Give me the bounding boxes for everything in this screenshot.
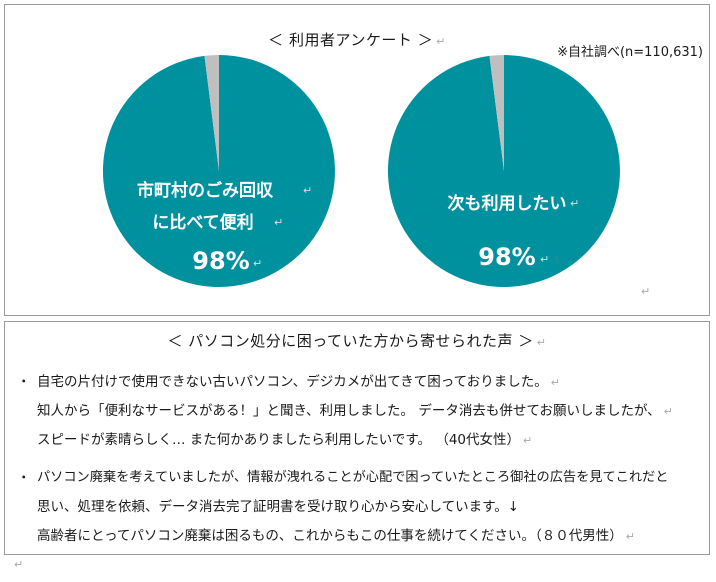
- comment-2-line-1: パソコン廃棄を考えていましたが、情報が洩れることが心配で困っていたところ御社の広…: [37, 470, 669, 485]
- paragraph-mark-icon: ↵: [625, 530, 635, 543]
- pie-percent-label: 98%: [478, 243, 535, 271]
- paragraph-mark-icon: ↵: [436, 35, 446, 48]
- survey-title: ＜ 利用者アンケート ＞: [268, 31, 434, 49]
- paragraph-mark-icon: ↵: [641, 285, 651, 298]
- pie-slice-main: [102, 55, 335, 287]
- survey-note: ※自社調べ(n=110,631): [557, 45, 703, 60]
- comment-1-line-1: 自宅の片付けで使用できない古いパソコン、デジカメが出てきて困っておりました。 ↵: [37, 374, 560, 390]
- paragraph-mark-icon: ↵: [523, 434, 533, 447]
- comment-2-line-2: 思い、処理を依頼、データ消去完了証明書を受け取り心から安心しています。↓: [37, 499, 520, 515]
- paragraph-mark-icon: ↵: [274, 216, 283, 229]
- pie-label-line-1: 次も利用したい: [448, 193, 567, 214]
- pie-chart-convenience: 市町村のごみ回収 ↵ に比べて便利 ↵ 98% ↵: [102, 54, 335, 287]
- survey-panel: ＜ 利用者アンケート ＞ ↵ ※自社調べ(n=110,631) 市町村のごみ回収 …: [4, 4, 710, 316]
- comment-2-line-3: 高齢者にとってパソコン廃棄は困るもの、これからもこの仕事を続けてください。（８０…: [37, 528, 635, 544]
- paragraph-mark-icon: ↵: [540, 253, 549, 266]
- comment-1-line-2: 知人から「便利なサービスがある！」と聞き、利用しました。 データ消去も併せてお願…: [37, 403, 673, 419]
- pie-slice-main: [387, 55, 620, 287]
- paragraph-mark-icon: ↵: [663, 405, 673, 418]
- paragraph-mark-icon: ↵: [253, 257, 262, 270]
- paragraph-mark-icon: ↵: [570, 197, 579, 210]
- pie-percent-label: 98%: [192, 247, 249, 275]
- voices-panel: ＜ パソコン処分に困っていた方から寄せられた声 ＞ ↵ ・ 自宅の片付けで使用でき…: [4, 321, 710, 555]
- pie-chart-reuse: 次も利用したい ↵ 98% ↵: [387, 54, 620, 287]
- pie-slice-rest: [489, 54, 504, 171]
- pie-slice-rest: [204, 54, 219, 171]
- paragraph-mark-icon: ↵: [550, 376, 560, 389]
- pie-label-line-1: 市町村のごみ回収: [137, 180, 274, 201]
- bullet-mark: ・: [17, 470, 31, 486]
- voices-title: ＜ パソコン処分に困っていた方から寄せられた声 ＞: [167, 332, 534, 350]
- paragraph-mark-icon: ↵: [536, 336, 547, 349]
- paragraph-mark-icon: ↵: [303, 184, 312, 197]
- bullet-mark: ・: [17, 374, 31, 390]
- comment-1-line-3: スピードが素晴らしく… また何かありましたら利用したいです。 （40代女性） ↵: [37, 432, 533, 448]
- pie-label-line-2: に比べて便利: [152, 212, 253, 233]
- paragraph-mark-icon: ↵: [14, 558, 24, 571]
